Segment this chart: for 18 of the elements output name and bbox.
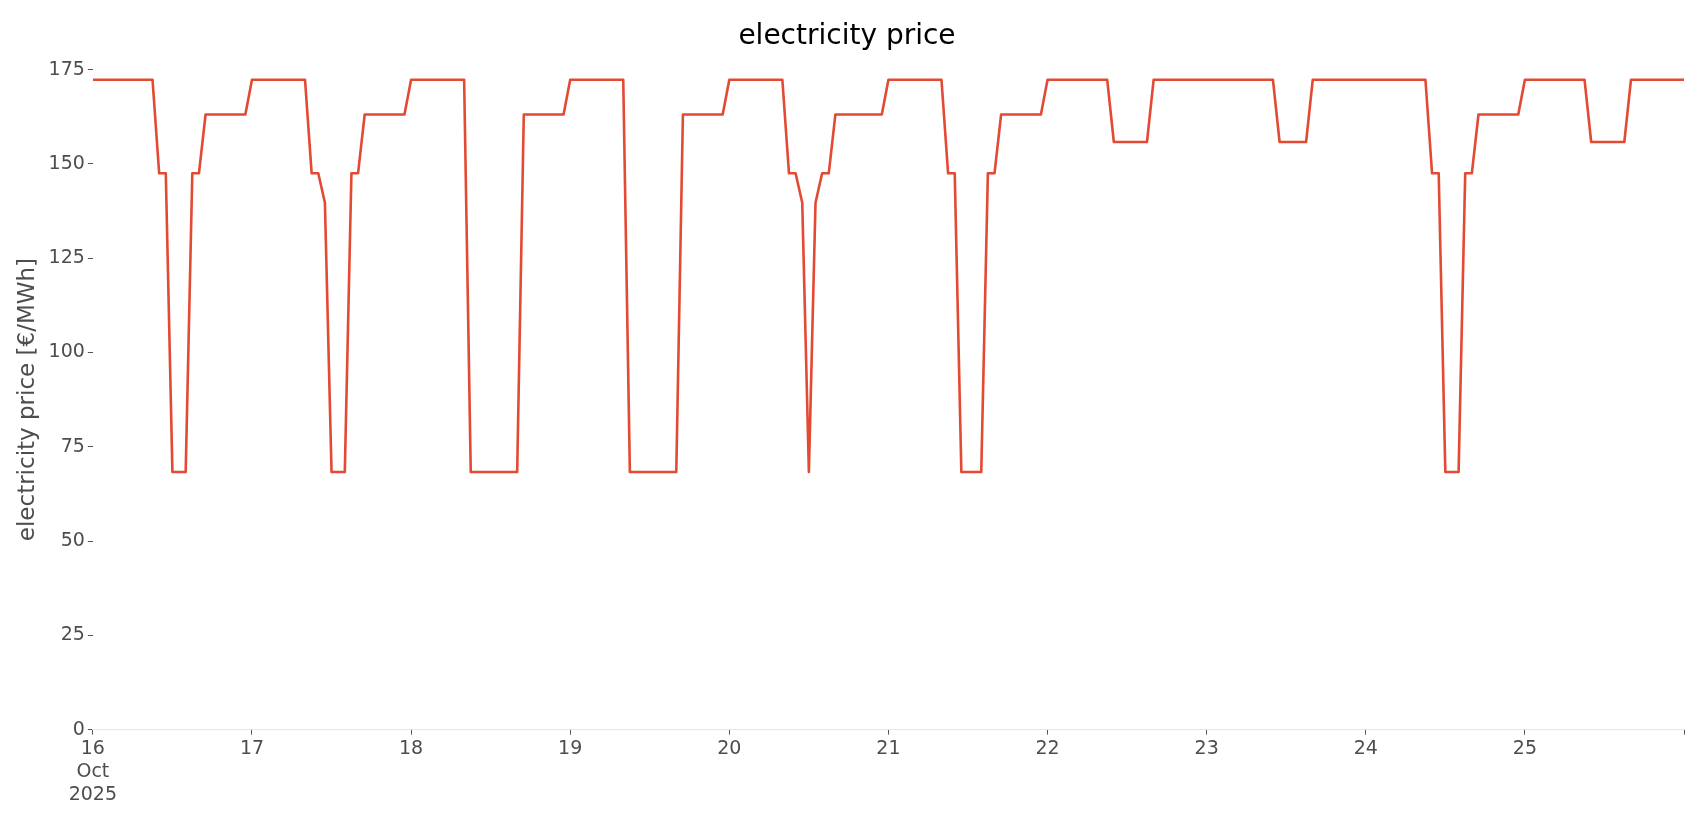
chart-title: electricity price	[738, 18, 956, 52]
x-tick-label: 18	[399, 735, 424, 758]
y-tick-label: 175	[48, 56, 85, 79]
x-tick-label: 25	[1512, 735, 1537, 758]
y-tick-label: 150	[48, 150, 85, 173]
y-tick-label: 125	[48, 245, 85, 268]
x-tick-label: 24	[1353, 735, 1378, 758]
y-tick-label: 75	[60, 433, 85, 456]
x-tick-label: 21	[876, 735, 901, 758]
x-tick-label: 22	[1035, 735, 1060, 758]
y-tick-label: 100	[48, 339, 85, 362]
x-tick-label: 19	[558, 735, 583, 758]
y-tick-label: 25	[60, 622, 85, 645]
y-tick-label: 50	[60, 527, 85, 550]
x-tick-label: 23	[1194, 735, 1219, 758]
x-tick-label: 20	[717, 735, 742, 758]
y-axis-title: electricity price [€/MWh]	[12, 257, 39, 542]
x-tick-label: 17	[239, 735, 265, 758]
